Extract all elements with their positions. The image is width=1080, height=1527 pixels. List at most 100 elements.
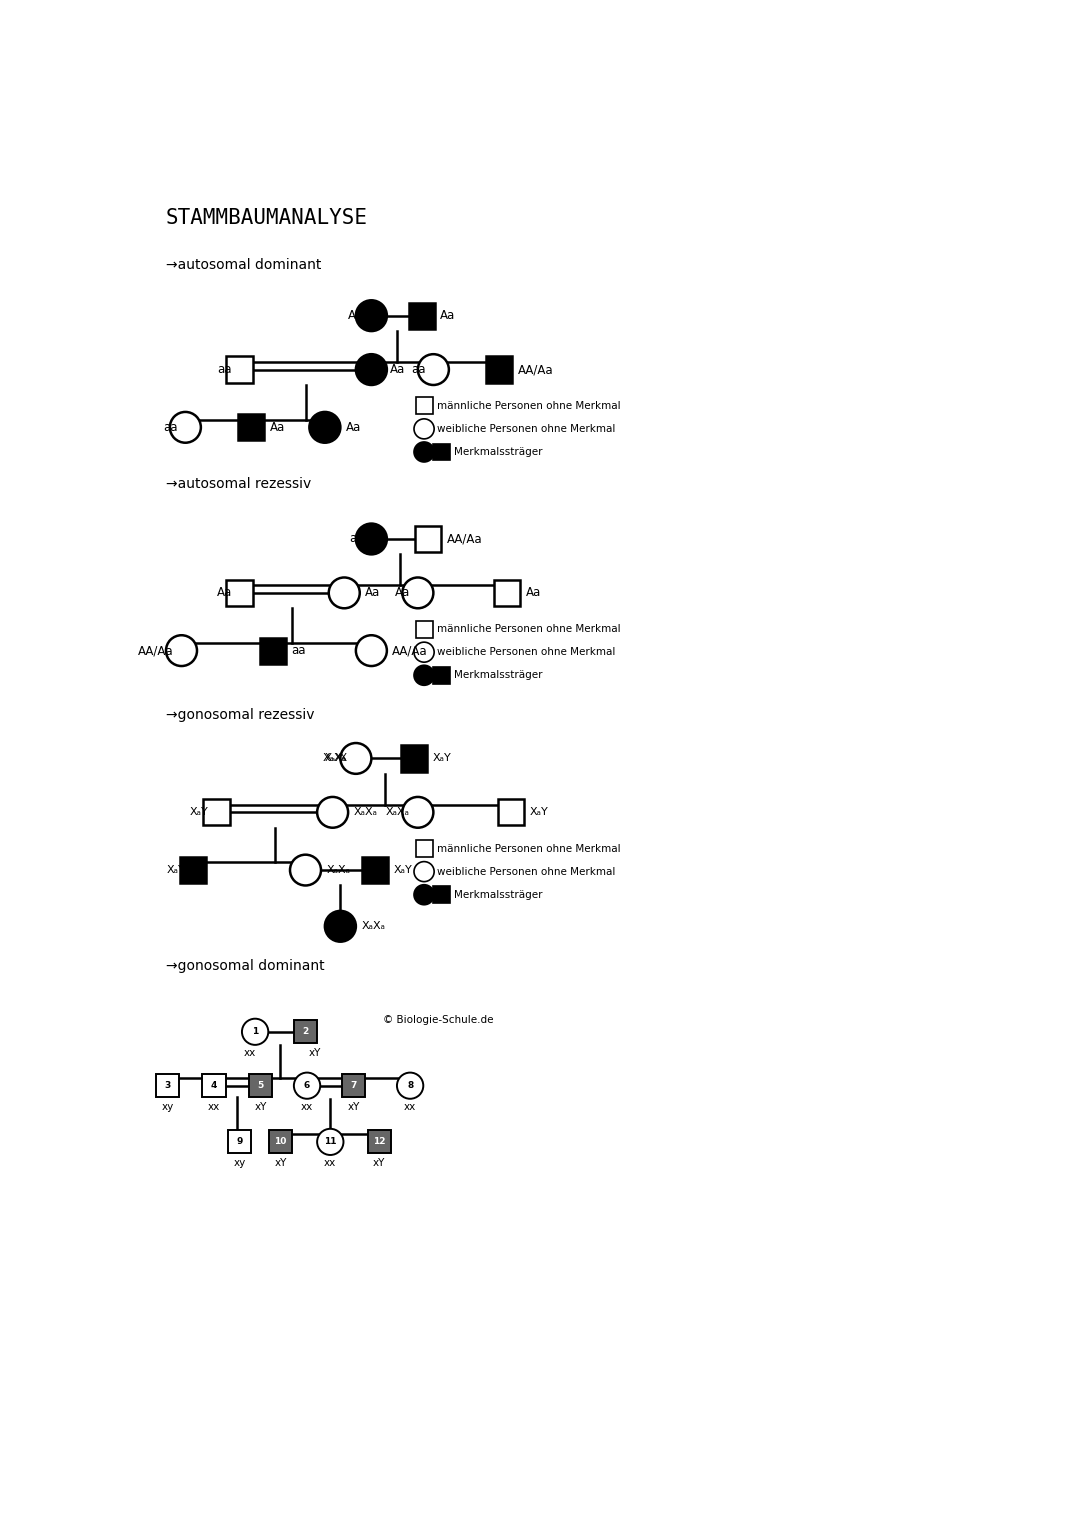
Bar (367, 1130, 391, 1153)
Text: 1: 1 (252, 1028, 258, 1037)
Text: Aa: Aa (526, 586, 541, 600)
Circle shape (328, 577, 360, 608)
Text: XₐXₐ: XₐXₐ (324, 753, 347, 764)
Bar (498, 799, 524, 826)
Circle shape (356, 354, 387, 385)
Circle shape (166, 635, 197, 666)
Bar (202, 1073, 226, 1098)
Circle shape (242, 1019, 268, 1044)
Circle shape (414, 884, 434, 904)
Text: Merkmalssträger: Merkmalssträger (455, 890, 543, 899)
Circle shape (414, 861, 434, 881)
Text: →gonosomal rezessiv: →gonosomal rezessiv (166, 709, 314, 722)
Text: AA/Aa: AA/Aa (392, 644, 428, 657)
Circle shape (403, 577, 433, 608)
Text: 9: 9 (237, 1138, 243, 1147)
Text: Aa: Aa (441, 308, 456, 322)
Text: XₐY: XₐY (190, 808, 208, 817)
Circle shape (397, 1072, 423, 1099)
Text: 7: 7 (350, 1081, 356, 1090)
Text: Aa: Aa (349, 308, 364, 322)
Bar (294, 1020, 318, 1043)
Text: XₐXₐ: XₐXₐ (326, 866, 350, 875)
Text: © Biologie-Schule.de: © Biologie-Schule.de (383, 1015, 494, 1025)
Bar (203, 799, 230, 826)
Text: XₐY: XₐY (166, 866, 186, 875)
Text: xY: xY (309, 1048, 321, 1058)
Circle shape (318, 797, 348, 828)
Text: AA/Aa: AA/Aa (138, 644, 174, 657)
Circle shape (294, 1072, 321, 1099)
Circle shape (170, 412, 201, 443)
Text: →autosomal dominant: →autosomal dominant (166, 258, 322, 272)
Bar (269, 1130, 293, 1153)
Text: 10: 10 (274, 1138, 287, 1147)
Text: xy: xy (161, 1102, 174, 1112)
Text: xx: xx (244, 1048, 256, 1058)
Circle shape (418, 354, 449, 385)
Text: xx: xx (208, 1102, 220, 1112)
Bar (401, 745, 428, 771)
Circle shape (414, 666, 434, 686)
Text: Aa: Aa (390, 363, 405, 376)
Text: 2: 2 (302, 1028, 309, 1037)
Text: 5: 5 (257, 1081, 264, 1090)
Text: weibliche Personen ohne Merkmal: weibliche Personen ohne Merkmal (437, 867, 616, 876)
Bar (180, 857, 206, 883)
Bar (260, 638, 286, 664)
Circle shape (414, 643, 434, 663)
Circle shape (291, 855, 321, 886)
Bar (416, 840, 433, 857)
Text: AA/Aa: AA/Aa (517, 363, 553, 376)
Text: XₐXₐ: XₐXₐ (362, 921, 386, 931)
Bar (227, 356, 253, 383)
Text: 3: 3 (164, 1081, 171, 1090)
Bar (228, 1130, 252, 1153)
Circle shape (414, 418, 434, 438)
Text: STAMMBAUMANALYSE: STAMMBAUMANALYSE (166, 208, 368, 228)
Text: Aa: Aa (365, 586, 380, 600)
Text: xY: xY (373, 1159, 386, 1168)
Circle shape (356, 635, 387, 666)
Bar (408, 302, 435, 328)
Circle shape (309, 412, 340, 443)
Circle shape (325, 912, 356, 942)
Text: xY: xY (348, 1102, 360, 1112)
Circle shape (340, 744, 372, 774)
Text: xY: xY (274, 1159, 287, 1168)
Text: 12: 12 (373, 1138, 386, 1147)
Text: XₐY: XₐY (433, 753, 451, 764)
Text: Aa: Aa (270, 421, 285, 434)
Text: aa: aa (217, 363, 232, 376)
Text: aa: aa (349, 533, 364, 545)
Circle shape (356, 301, 387, 331)
Bar (433, 667, 449, 684)
Circle shape (414, 441, 434, 463)
Text: XₐXₐ: XₐXₐ (353, 808, 378, 817)
Text: männliche Personen ohne Merkmal: männliche Personen ohne Merkmal (437, 400, 621, 411)
Text: männliche Personen ohne Merkmal: männliche Personen ohne Merkmal (437, 625, 621, 634)
Text: männliche Personen ohne Merkmal: männliche Personen ohne Merkmal (437, 843, 621, 854)
Bar (362, 857, 389, 883)
Text: Aa: Aa (346, 421, 361, 434)
Text: 11: 11 (324, 1138, 337, 1147)
Text: Aa: Aa (395, 586, 410, 600)
Bar (494, 580, 521, 606)
Text: XₐXₐ: XₐXₐ (387, 808, 410, 817)
Text: →autosomal rezessiv: →autosomal rezessiv (166, 478, 311, 492)
Bar (433, 886, 449, 902)
Bar (227, 580, 253, 606)
Bar (433, 443, 449, 461)
Text: XₐY: XₐY (529, 808, 549, 817)
Text: aa: aa (411, 363, 426, 376)
Bar (156, 1073, 179, 1098)
Text: xx: xx (324, 1159, 337, 1168)
Text: 8: 8 (407, 1081, 414, 1090)
Text: 6: 6 (303, 1081, 310, 1090)
Bar (416, 620, 433, 638)
Text: weibliche Personen ohne Merkmal: weibliche Personen ohne Merkmal (437, 425, 616, 434)
Text: Merkmalssträger: Merkmalssträger (455, 447, 543, 457)
Text: →gonosomal dominant: →gonosomal dominant (166, 959, 325, 973)
Text: xY: xY (255, 1102, 267, 1112)
Text: aa: aa (292, 644, 306, 657)
